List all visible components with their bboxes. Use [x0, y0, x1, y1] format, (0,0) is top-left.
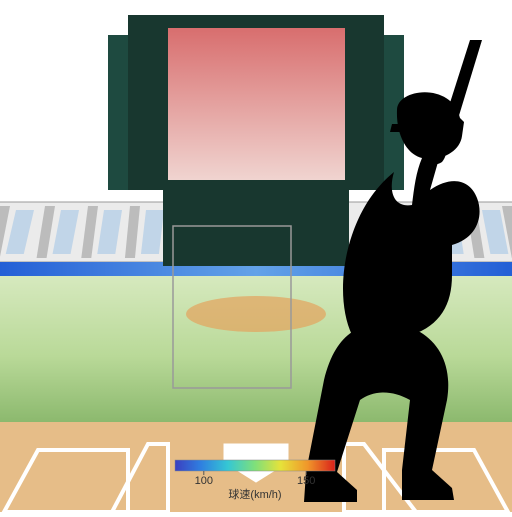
- scene-svg: 100 150 球速(km/h): [0, 0, 512, 512]
- scoreboard-screen: [168, 28, 345, 180]
- legend-label: 球速(km/h): [228, 487, 281, 501]
- scoreboard-wing: [108, 35, 128, 190]
- svg-text:100: 100: [195, 475, 213, 487]
- scoreboard-base: [163, 190, 349, 266]
- svg-text:150: 150: [297, 475, 315, 487]
- pitchers-mound: [186, 296, 326, 332]
- pitch-location-diagram: 100 150 球速(km/h): [0, 0, 512, 512]
